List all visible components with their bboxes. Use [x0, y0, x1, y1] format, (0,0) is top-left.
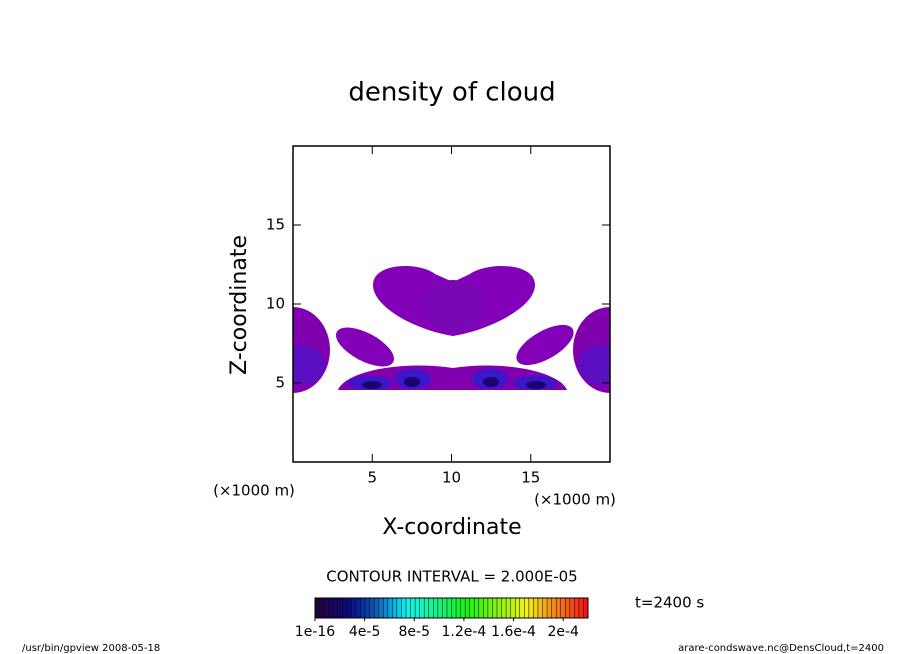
colorbar-stripe	[569, 598, 575, 618]
colorbar-tick-label: 4e-5	[349, 624, 380, 640]
colorbar-stripe	[551, 598, 557, 618]
colorbar-stripe	[315, 598, 320, 618]
x-tick-label: 10	[442, 469, 461, 487]
colorbar-stripe	[365, 598, 370, 618]
colorbar-stripe	[324, 598, 329, 618]
colorbar-stripe	[351, 598, 356, 618]
colorbar-stripe	[542, 598, 548, 618]
colorbar-stripe	[474, 598, 479, 618]
contour-interval: CONTOUR INTERVAL = 2.000E-05	[326, 568, 577, 586]
colorbar-stripe	[451, 598, 457, 618]
colorbar-stripe	[524, 598, 529, 618]
colorbar-stripe	[492, 598, 497, 618]
chart-title: density of cloud	[348, 78, 555, 108]
colorbar-stripe	[565, 598, 570, 618]
colorbar-stripe	[387, 598, 393, 618]
colorbar-stripe	[578, 598, 584, 618]
colorbar-stripe	[574, 598, 579, 618]
colorbar-stripe	[374, 598, 379, 618]
colorbar-stripe	[442, 598, 447, 618]
footer-left: /usr/bin/gpview 2008-05-18	[22, 643, 160, 654]
colorbar-stripe	[483, 598, 488, 618]
colorbar-tick-label: 8e-5	[399, 624, 430, 640]
colorbar-stripe	[528, 598, 534, 618]
x-tick-label: 5	[367, 469, 377, 487]
colorbar-stripe	[378, 598, 384, 618]
colorbar-stripe	[501, 598, 507, 618]
x-tick-label: 15	[521, 469, 540, 487]
colorbar-stripe	[533, 598, 538, 618]
colorbar-stripe	[487, 598, 493, 618]
colorbar-stripe	[319, 598, 325, 618]
x-axis-label: X-coordinate	[382, 515, 521, 540]
colorbar-tick-label: 1.2e-4	[441, 624, 486, 640]
colorbar-stripe	[401, 598, 406, 618]
colorbar-stripe	[392, 598, 397, 618]
colorbar-stripe	[342, 598, 347, 618]
colorbar-stripe	[333, 598, 338, 618]
colorbar-stripe	[433, 598, 438, 618]
colorbar-stripe	[446, 598, 452, 618]
colorbar-stripe	[478, 598, 484, 618]
colorbar-stripe	[396, 598, 402, 618]
colorbar-frame	[314, 597, 589, 619]
x-unit-label: (×1000 m)	[213, 482, 295, 500]
contour-region	[483, 377, 499, 387]
contour-region	[335, 327, 395, 367]
y-tick-label: 15	[266, 216, 285, 234]
contour-region	[578, 345, 610, 385]
contour-region	[293, 345, 325, 385]
contour-region	[362, 381, 382, 389]
colorbar-stripe	[337, 598, 343, 618]
colorbar-stripe	[515, 598, 520, 618]
contour-region	[404, 377, 420, 387]
colorbar-stripe	[437, 598, 443, 618]
contour-field	[293, 266, 610, 393]
colorbar-stripe	[460, 598, 466, 618]
colorbar-stripe	[506, 598, 511, 618]
colorbar-stripe	[456, 598, 461, 618]
colorbar-stripe	[497, 598, 502, 618]
colorbar-stripe	[419, 598, 425, 618]
colorbar-stripe	[469, 598, 475, 618]
colorbar-stripe	[560, 598, 566, 618]
contour-region	[516, 324, 574, 366]
colorbar-stripe	[510, 598, 516, 618]
colorbar-tick-label: 2e-4	[547, 624, 579, 640]
colorbar-stripe	[424, 598, 429, 618]
colorbar-stripe	[346, 598, 352, 618]
colorbar-stripe	[519, 598, 525, 618]
colorbar-stripe	[583, 598, 588, 618]
colorbar-stripe	[415, 598, 420, 618]
colorbar-stripe	[369, 598, 375, 618]
colorbar-stripe	[383, 598, 388, 618]
colorbar-stripe	[465, 598, 470, 618]
contour-region	[423, 280, 483, 330]
colorbar-stripe	[537, 598, 543, 618]
colorbar-stripe	[410, 598, 416, 618]
colorbar-stripe	[406, 598, 411, 618]
colorbar-stripe	[360, 598, 366, 618]
colorbar-tick-label: 1e-16	[295, 624, 335, 640]
colorbar-stripe	[547, 598, 552, 618]
time-label: t=2400 s	[635, 594, 704, 612]
y-axis-label: Z-coordinate	[227, 235, 252, 375]
colorbar-stripe	[428, 598, 434, 618]
contour-region	[338, 365, 567, 390]
colorbar-tick-label: 1.6e-4	[491, 624, 536, 640]
colorbar-stripe	[556, 598, 561, 618]
y-tick-label: 10	[266, 295, 285, 313]
footer-right: arare-condswave.nc@DensCloud,t=2400	[678, 643, 884, 654]
y-tick-label: 5	[275, 374, 285, 392]
contour-region	[526, 381, 546, 389]
colorbar-stripe	[355, 598, 361, 618]
colorbar-stripe	[328, 598, 334, 618]
y-unit-label: (×1000 m)	[534, 491, 616, 509]
